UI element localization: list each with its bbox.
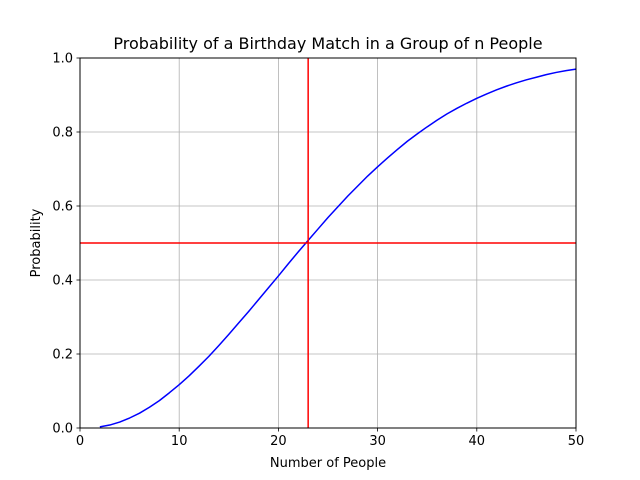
y-tick-label: 0.4 (52, 274, 73, 289)
chart-title: Probability of a Birthday Match in a Gro… (113, 34, 542, 53)
y-axis-label: Probability (29, 208, 44, 277)
y-tick-label: 0.8 (52, 126, 73, 141)
y-tick-label: 1.0 (52, 52, 73, 67)
plot-frame (79, 57, 577, 429)
series-layer (99, 68, 577, 428)
x-axis-ticks: 0 10 20 30 40 50 (76, 428, 584, 449)
reference-lines (80, 58, 576, 428)
x-tick-label: 50 (568, 434, 585, 449)
x-tick-label: 40 (469, 434, 486, 449)
x-axis-label: Number of People (270, 456, 386, 471)
x-tick-label: 30 (369, 434, 386, 449)
probability-curve (99, 68, 577, 428)
x-tick-label: 20 (270, 434, 287, 449)
x-tick-label: 0 (76, 434, 84, 449)
y-tick-label: 0.0 (52, 422, 73, 437)
x-tick-label: 10 (171, 434, 188, 449)
y-axis-ticks: 0.0 0.2 0.4 0.6 0.8 1.0 (52, 52, 80, 437)
y-tick-label: 0.6 (52, 200, 73, 215)
y-tick-label: 0.2 (52, 348, 73, 363)
